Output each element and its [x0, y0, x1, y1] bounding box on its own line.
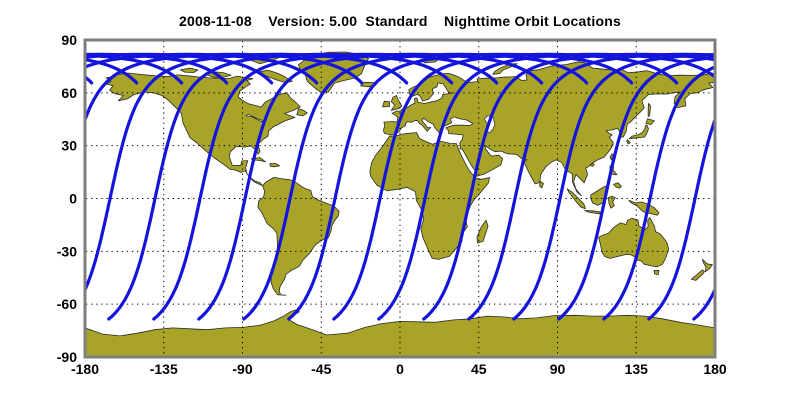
plot-frame — [83, 38, 717, 359]
land-baffin-island — [259, 69, 293, 83]
y-tick-label--90: -90 — [57, 349, 77, 365]
orbit-track-13 — [85, 52, 319, 85]
land-australia — [598, 217, 669, 268]
orbit-track-6 — [287, 52, 634, 321]
orbit-track-5 — [242, 52, 589, 321]
land-hokkaido — [645, 118, 655, 125]
orbit-track-8 — [85, 74, 94, 85]
x-tick-label--180: -180 — [71, 361, 99, 377]
orbit-track-11 — [512, 52, 715, 321]
y-tick-label-30: 30 — [61, 138, 77, 154]
y-tick-label-0: 0 — [69, 191, 77, 207]
orbit-tracks-layer — [85, 52, 715, 321]
land-south-america — [257, 177, 340, 296]
orbit-track-12 — [557, 55, 715, 321]
y-tick-label--30: -30 — [57, 243, 77, 259]
orbit-track-14 — [85, 52, 364, 125]
land-great-britain — [390, 95, 403, 111]
x-tick-label-180: 180 — [703, 361, 727, 377]
x-tick-label--135: -135 — [150, 361, 178, 377]
land-sulawesi — [607, 195, 616, 209]
x-tick-label--45: -45 — [311, 361, 331, 377]
x-tick-label-90: 90 — [550, 361, 566, 377]
land-hispaniola — [269, 163, 280, 168]
land-sri-lanka — [539, 180, 544, 189]
land-banks-island — [180, 67, 199, 73]
land-eurasia — [383, 61, 715, 197]
land-new-guinea — [628, 199, 660, 216]
land-madagascar — [476, 219, 489, 244]
orbit-track-10 — [467, 52, 715, 321]
land-tasmania — [653, 270, 660, 276]
orbit-track-3 — [152, 52, 499, 321]
land-sakhalin — [647, 103, 651, 117]
y-tick-label-60: 60 — [61, 85, 77, 101]
orbit-track-8 — [377, 52, 715, 321]
land-mindanao — [613, 182, 622, 189]
x-tick-label--90: -90 — [232, 361, 252, 377]
tick-labels: -180 -135 -90 -45 0 45 90 135 180 90 60 30 0 -30 -60 -9… — [57, 32, 727, 377]
plot-title: 2008-11-08 Version: 5.00 Standard Nightt… — [179, 13, 621, 29]
orbit-track-2 — [107, 52, 454, 321]
orbit-track-1 — [85, 52, 409, 294]
x-tick-label-0: 0 — [396, 361, 404, 377]
y-tick-label-90: 90 — [61, 32, 77, 48]
land-nz-north-island — [702, 258, 713, 272]
land-java — [584, 210, 601, 215]
orbit-track-14 — [647, 115, 715, 321]
land-honshu — [628, 125, 649, 140]
orbit-track-13 — [602, 65, 715, 321]
orbit-track-7 — [332, 52, 679, 321]
land-nz-south-island — [691, 269, 705, 281]
land-kyushu — [626, 139, 631, 145]
land-ireland — [382, 100, 390, 108]
land-taiwan — [609, 153, 614, 161]
land-newfoundland — [296, 108, 308, 117]
orbit-track-9 — [422, 52, 715, 321]
x-tick-label-135: 135 — [625, 361, 649, 377]
x-tick-label-45: 45 — [471, 361, 487, 377]
land-hainan — [589, 162, 595, 167]
orbit-track-4 — [197, 52, 544, 321]
y-tick-label--60: -60 — [57, 296, 77, 312]
